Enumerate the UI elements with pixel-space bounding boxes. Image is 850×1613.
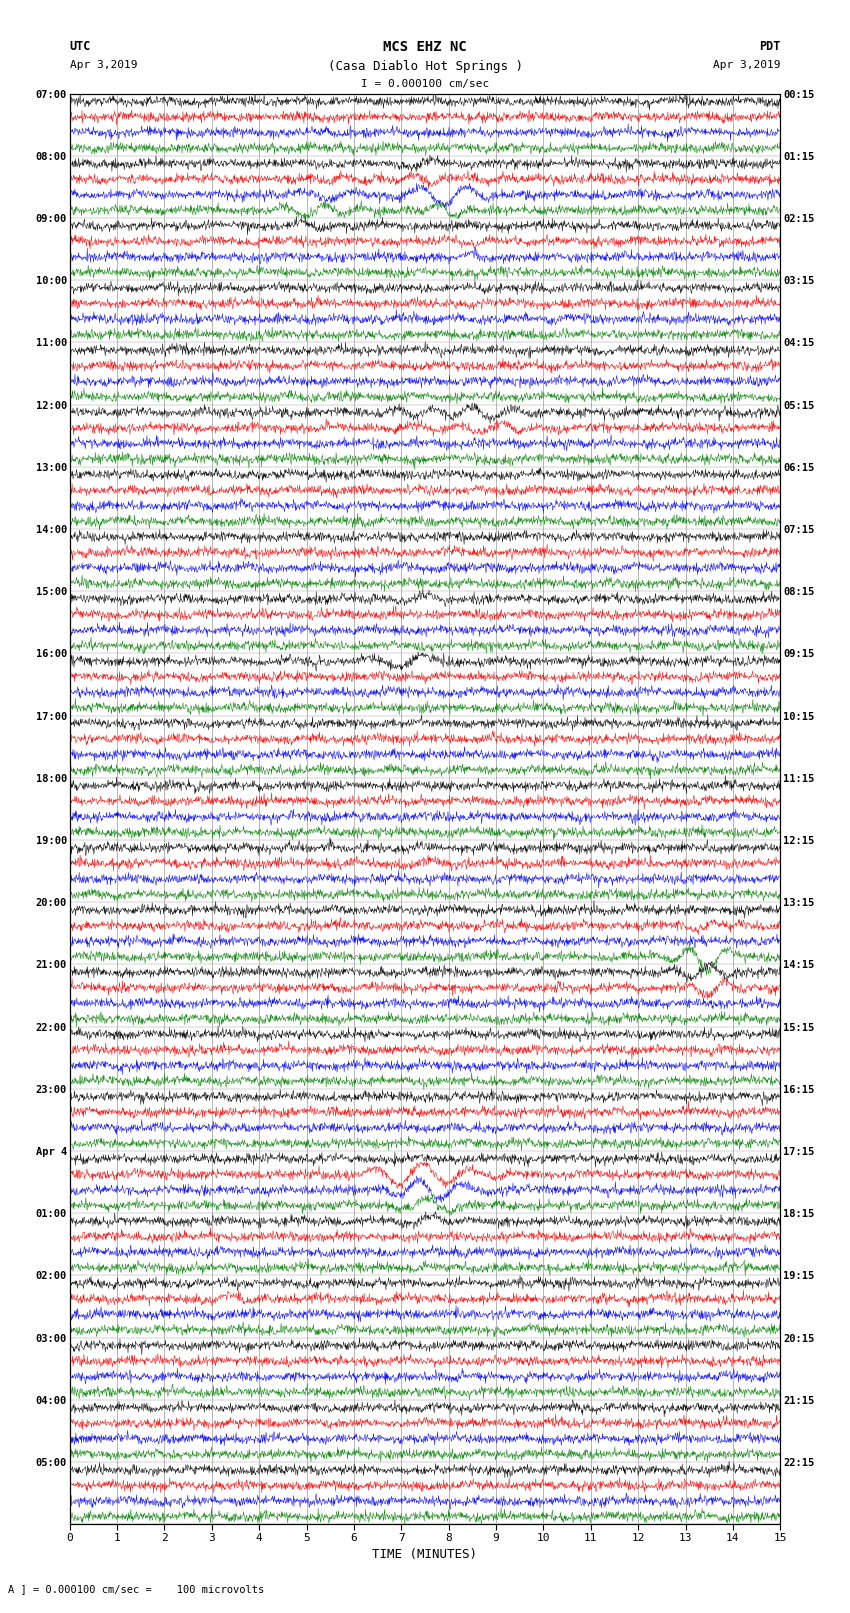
Text: UTC: UTC: [70, 40, 91, 53]
Text: PDT: PDT: [759, 40, 780, 53]
X-axis label: TIME (MINUTES): TIME (MINUTES): [372, 1548, 478, 1561]
Text: Apr 3,2019: Apr 3,2019: [713, 60, 780, 69]
Text: I = 0.000100 cm/sec: I = 0.000100 cm/sec: [361, 79, 489, 89]
Text: MCS EHZ NC: MCS EHZ NC: [383, 40, 467, 55]
Text: A ] = 0.000100 cm/sec =    100 microvolts: A ] = 0.000100 cm/sec = 100 microvolts: [8, 1584, 264, 1594]
Text: (Casa Diablo Hot Springs ): (Casa Diablo Hot Springs ): [327, 60, 523, 73]
Text: Apr 3,2019: Apr 3,2019: [70, 60, 137, 69]
